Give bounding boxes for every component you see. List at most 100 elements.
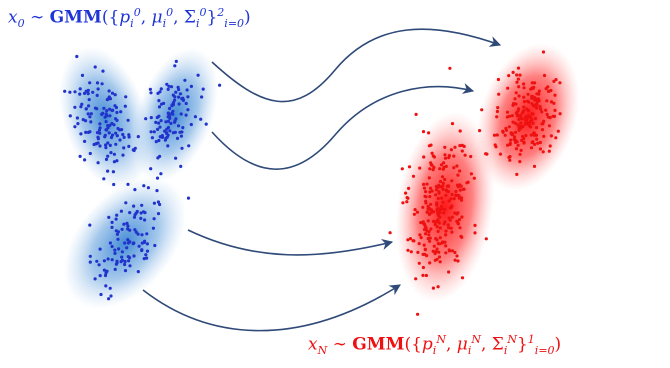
transport-arrows (142, 28, 502, 332)
source-sample-point (174, 156, 178, 160)
source-sample-point (128, 256, 132, 260)
target-sample-point (407, 165, 412, 169)
target-sim-symbol: ∼ (332, 334, 347, 355)
target-sample-point (513, 138, 518, 142)
source-covariance-sup: 0 (199, 6, 207, 19)
target-sample-point (438, 260, 442, 264)
target-sample-point (554, 136, 558, 140)
source-sample-point (132, 254, 136, 258)
target-sample-point (544, 108, 548, 112)
target-sample-point (450, 249, 454, 253)
target-mean-sub: i (467, 344, 472, 358)
target-sample-point (449, 197, 453, 201)
target-sample-point (514, 91, 518, 95)
target-sample-point (545, 112, 549, 116)
target-sample-point (539, 107, 543, 111)
source-sample-point (86, 112, 90, 116)
target-sample-point (530, 81, 534, 85)
target-sample-point (547, 89, 551, 93)
target-sample-point (421, 130, 426, 134)
source-sample-point (127, 259, 131, 263)
source-sample-point (181, 98, 185, 102)
source-sample-point (125, 221, 129, 225)
source-sample-point (126, 118, 130, 122)
target-sample-point (433, 258, 437, 262)
target-sample-point (531, 140, 535, 144)
source-range-sub: i=0 (224, 17, 245, 31)
target-sample-point (516, 123, 520, 127)
source-sample-point (120, 128, 124, 132)
source-sample-point (157, 121, 161, 125)
target-sample-point (456, 222, 460, 226)
target-sample-point (478, 129, 482, 133)
target-sample-point (516, 77, 521, 81)
source-sample-point (137, 244, 141, 248)
source-sample-point (171, 131, 175, 135)
target-sample-point (540, 128, 545, 132)
target-sample-point (422, 155, 426, 159)
source-sample-point (68, 90, 72, 94)
source-sample-point (134, 230, 138, 234)
source-sample-point (100, 82, 104, 86)
target-sample-point (453, 145, 457, 149)
source-sample-point (159, 119, 163, 123)
source-sample-point (151, 226, 155, 230)
source-sample-point (114, 217, 118, 221)
arrow-bottom-1 (187, 229, 394, 256)
source-sample-point (148, 87, 152, 91)
source-sample-point (107, 95, 111, 99)
source-sample-point (179, 134, 183, 138)
target-distribution-label: xN ∼ GMM({piN, μiN, ΣiN}1i=0) (308, 333, 561, 357)
source-sample-point (173, 95, 177, 99)
source-sample-point (103, 273, 108, 278)
source-comma-2: , (173, 7, 179, 28)
source-sample-point (158, 135, 162, 139)
source-sample-point (149, 116, 153, 120)
source-sample-point (145, 256, 149, 260)
source-sample-point (113, 267, 117, 271)
source-sample-point (115, 118, 119, 122)
source-sample-point (196, 73, 200, 77)
target-sample-point (484, 237, 488, 241)
source-sample-point (157, 105, 162, 109)
source-sample-point (95, 131, 100, 135)
source-sample-point (149, 130, 153, 134)
target-sample-point (507, 74, 511, 78)
target-sample-point (513, 121, 518, 125)
source-sample-point (168, 106, 172, 111)
target-sample-point (459, 198, 464, 202)
source-sample-point (102, 177, 106, 181)
target-sample-point (510, 114, 514, 118)
target-sample-point (439, 204, 443, 208)
target-sample-point (510, 133, 514, 137)
target-sample-point (450, 122, 455, 126)
source-sample-point (171, 112, 175, 116)
source-sample-point (123, 259, 127, 264)
source-sample-point (142, 184, 146, 188)
target-sample-point (473, 231, 477, 235)
source-sample-point (132, 148, 136, 152)
target-sample-point (444, 193, 448, 197)
source-sample-point (110, 244, 114, 249)
target-sample-point (436, 285, 440, 289)
target-sample-point (527, 109, 531, 113)
target-sample-point (424, 190, 428, 194)
source-sample-point (115, 213, 119, 217)
target-sample-point (538, 147, 543, 151)
source-sample-point (145, 249, 150, 253)
target-sample-point (447, 226, 451, 230)
target-sample-point (437, 191, 441, 195)
target-sample-point (535, 137, 539, 141)
source-sample-point (133, 188, 137, 192)
target-sample-point (458, 169, 462, 173)
target-sample-point (425, 182, 429, 186)
target-sample-point (509, 138, 513, 142)
source-open: ({ (101, 7, 120, 28)
source-sample-point (98, 122, 102, 126)
source-sample-point (150, 136, 154, 140)
source-sample-point (84, 119, 88, 123)
source-sample-point (180, 130, 184, 134)
source-sample-point (186, 108, 190, 112)
target-sample-point (406, 238, 410, 242)
